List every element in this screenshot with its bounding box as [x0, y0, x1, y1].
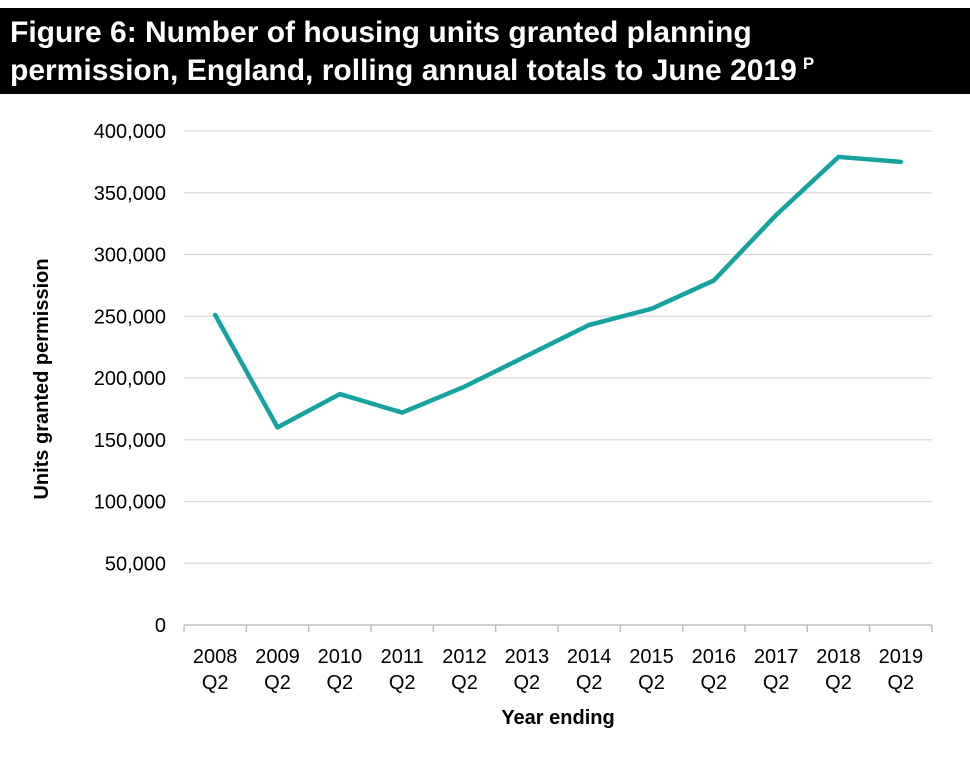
chart-title-text-2: permission, England, rolling annual tota… — [10, 54, 797, 87]
gridlines — [184, 130, 932, 564]
x-tick-label: 2018 Q2 — [816, 646, 861, 694]
tick-labels: 0 50,000 100,000 150,000 200,000 250,000 300,0… — [94, 121, 923, 694]
y-tick-label: 50,000 — [105, 553, 166, 575]
chart-title-line-1: Figure 6: Number of housing units grante… — [10, 16, 752, 49]
x-tick-label: 2009 Q2 — [255, 646, 300, 694]
y-tick-label: 0 — [155, 615, 166, 637]
y-tick-label: 250,000 — [94, 306, 166, 328]
x-tick-label: 2011 Q2 — [381, 646, 424, 694]
chart-title-banner: Figure 6: Number of housing units grante… — [0, 8, 970, 94]
x-tick-label: 2016 Q2 — [692, 646, 737, 694]
series-line — [212, 154, 904, 430]
axes — [183, 624, 933, 632]
y-axis-title: Units granted permission — [31, 258, 53, 499]
x-tick-label: 2012 Q2 — [442, 646, 487, 694]
x-tick-label: 2014 Q2 — [567, 646, 612, 694]
y-tick-label: 400,000 — [94, 121, 166, 143]
y-tick-label: 200,000 — [94, 368, 166, 390]
series-layer — [212, 154, 904, 430]
x-tick-label: 2015 Q2 — [629, 646, 674, 694]
y-tick-label: 100,000 — [94, 492, 166, 514]
y-tick-label: 150,000 — [94, 430, 166, 452]
x-tick-label: 2010 Q2 — [318, 646, 363, 694]
y-tick-label: 300,000 — [94, 245, 166, 267]
x-tick-label: 2019 Q2 — [879, 646, 924, 694]
x-axis-title: Year ending — [501, 707, 614, 729]
x-tick-label: 2017 Q2 — [754, 646, 799, 694]
x-tick-label: 2013 Q2 — [505, 646, 550, 694]
provisional-superscript: P — [802, 54, 815, 73]
x-tick-label: 2008 Q2 — [193, 646, 238, 694]
y-tick-label: 350,000 — [94, 183, 166, 205]
chart-title-line-2: permission, England, rolling annual tota… — [10, 52, 970, 90]
